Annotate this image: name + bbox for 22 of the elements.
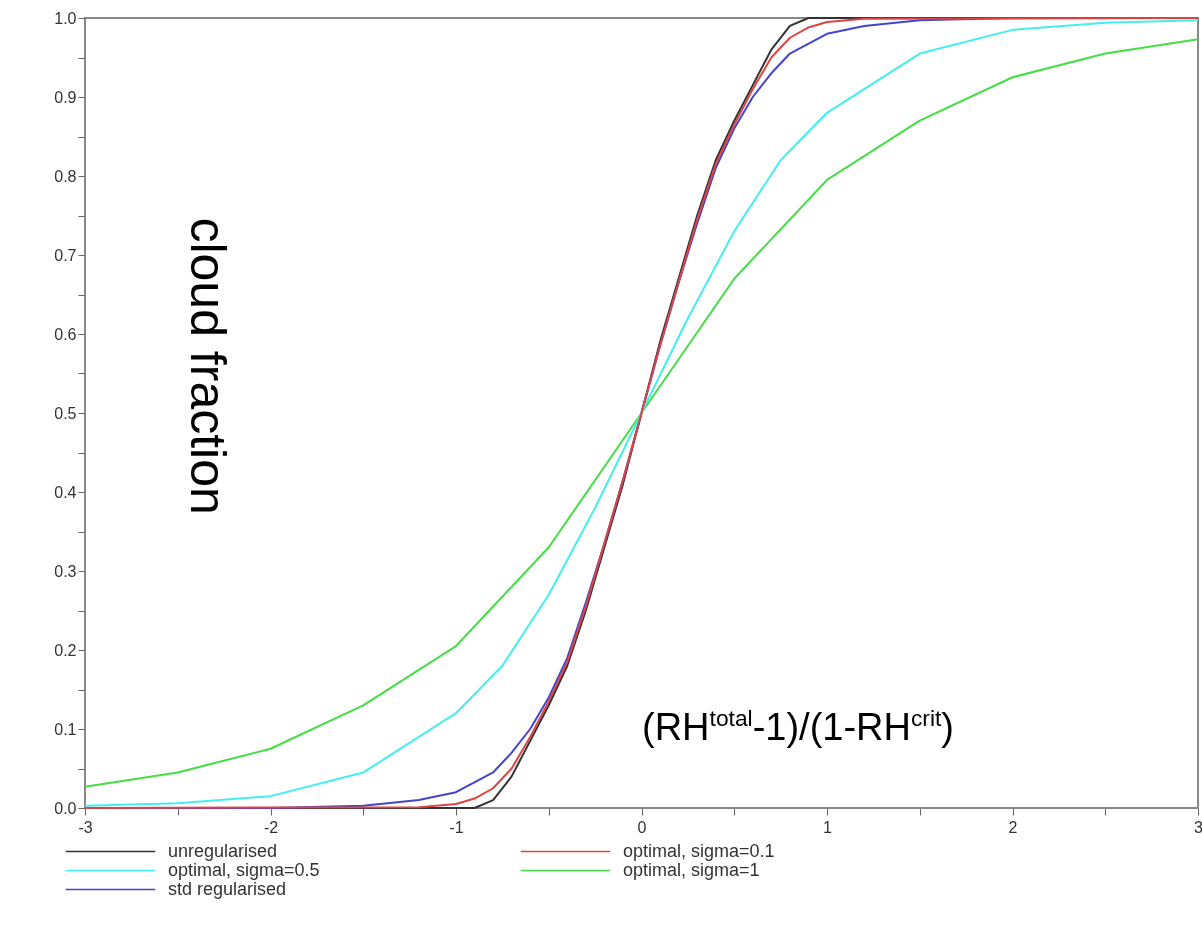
- x-tick-label: 1: [823, 818, 833, 836]
- y-tick-label: 0.1: [54, 720, 77, 738]
- x-tick-label: 3: [1194, 818, 1202, 836]
- x-axis-title: (RH$^{total}$-1)/(1-RH$^{crit}$): [642, 705, 955, 749]
- y-tick-label: 0.0: [54, 799, 77, 817]
- y-tick-label: 0.7: [54, 246, 77, 264]
- y-tick-label: 0.9: [54, 88, 77, 106]
- y-tick-label: 0.6: [54, 325, 77, 343]
- y-tick-label: 0.4: [54, 483, 77, 501]
- legend-label: unregularised: [168, 840, 278, 861]
- y-tick-label: 0.3: [54, 562, 77, 580]
- y-tick-label: 0.8: [54, 167, 77, 185]
- x-tick-label: -1: [449, 818, 464, 836]
- legend-label: optimal, sigma=0.1: [623, 840, 775, 861]
- x-tick-label: -2: [263, 818, 279, 836]
- y-tick-label: 0.2: [54, 641, 77, 659]
- y-axis-title: cloud fraction: [179, 217, 236, 515]
- x-tick-label: 0: [637, 818, 647, 836]
- x-tick-label: 2: [1008, 818, 1018, 836]
- y-tick-label: 1.0: [54, 9, 77, 27]
- y-tick-label: 0.5: [54, 404, 77, 422]
- x-tick-label: -3: [78, 818, 93, 836]
